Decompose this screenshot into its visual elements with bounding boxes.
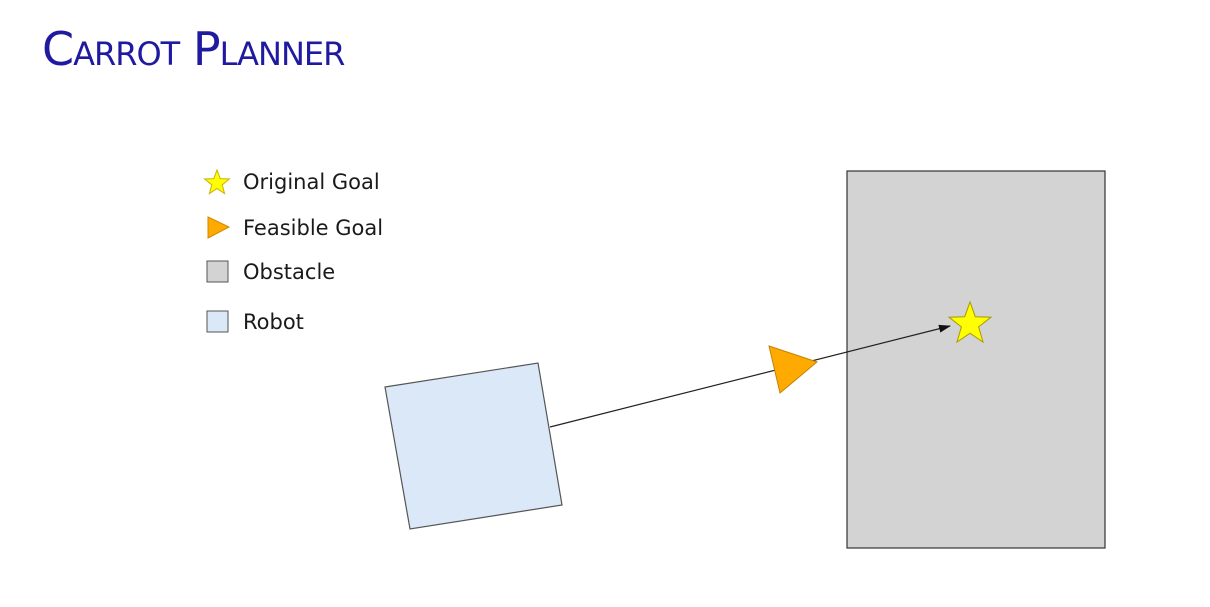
- obstacle-swatch-icon: [206, 260, 229, 283]
- legend-item-feasible-goal: Feasible Goal: [207, 216, 383, 240]
- triangle-icon: [207, 216, 231, 239]
- legend-label-obstacle: Obstacle: [243, 260, 335, 284]
- star-icon: [203, 168, 231, 195]
- page-title: Carrot Planner: [42, 22, 345, 76]
- feasible-goal-triangle: [768, 345, 819, 394]
- legend-label-original-goal: Original Goal: [243, 170, 380, 194]
- robot-swatch-icon: [206, 310, 229, 333]
- robot: [384, 362, 563, 530]
- legend-item-robot: Robot: [206, 310, 304, 334]
- legend: Original Goal Feasible Goal Obstacle Rob…: [203, 168, 383, 334]
- path-arrow: [549, 324, 951, 428]
- legend-label-feasible-goal: Feasible Goal: [243, 216, 383, 240]
- original-goal-star: [947, 300, 993, 344]
- legend-item-obstacle: Obstacle: [206, 260, 335, 284]
- obstacle: [846, 170, 1106, 549]
- legend-item-original-goal: Original Goal: [203, 168, 380, 195]
- legend-label-robot: Robot: [243, 310, 304, 334]
